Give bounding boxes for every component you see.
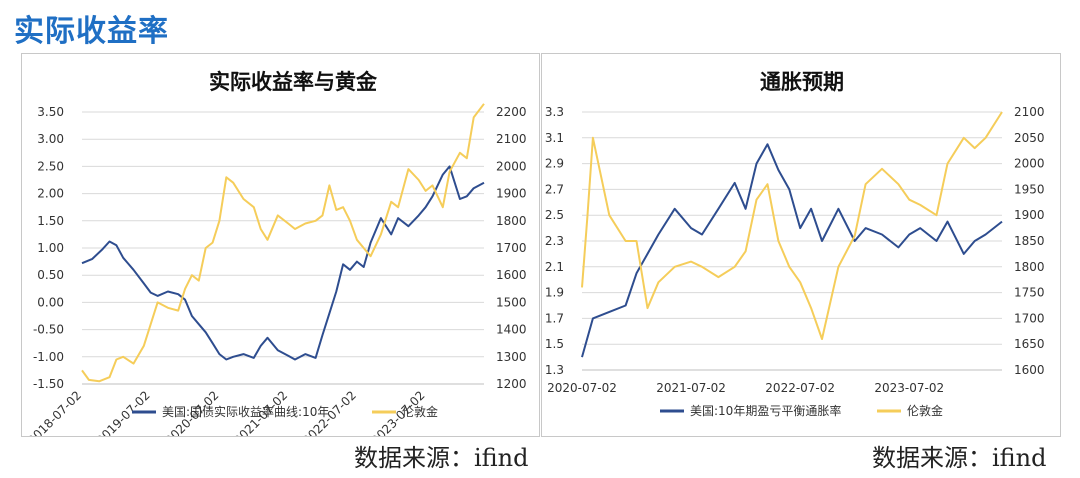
x-tick-label: 2020-07-02 <box>547 381 617 395</box>
y-right-tick-label: 1700 <box>496 241 527 255</box>
y-left-tick-label: 3.00 <box>37 132 64 146</box>
y-left-tick-label: -1.00 <box>33 350 64 364</box>
page-title: 实际收益率 <box>14 14 169 49</box>
y-right-tick-label: 2050 <box>1014 131 1045 145</box>
y-left-tick-label: 2.7 <box>545 182 564 196</box>
y-right-tick-label: 1950 <box>1014 182 1045 196</box>
y-right-tick-label: 2100 <box>496 132 527 146</box>
y-right-tick-label: 1300 <box>496 350 527 364</box>
y-right-tick-label: 1400 <box>496 323 527 337</box>
y-right-tick-label: 1600 <box>496 268 527 282</box>
y-right-tick-label: 1850 <box>1014 234 1045 248</box>
y-right-tick-label: 1500 <box>496 295 527 309</box>
y-right-tick-label: 1900 <box>496 187 527 201</box>
y-right-tick-label: 1800 <box>496 214 527 228</box>
y-right-tick-label: 2000 <box>496 159 527 173</box>
chart-panel-real-yield-gold: 实际收益率与黄金 3.50 3.00 2.50 2.00 1.50 1.00 0.50 0.00… <box>21 53 540 437</box>
y-left-tick-label: 0.00 <box>37 295 64 309</box>
y-left-tick-label: -1.50 <box>33 377 64 391</box>
y-left-tick-label: 3.50 <box>37 105 64 119</box>
y-right-tick-label: 2100 <box>1014 105 1045 119</box>
legend-label: 伦敦金 <box>402 404 438 419</box>
y-left-tick-label: 2.5 <box>545 208 564 222</box>
series-line-1 <box>81 103 485 383</box>
x-tick-label: 2021-07-02 <box>656 381 726 395</box>
y-left-tick-label: 2.00 <box>37 187 64 201</box>
y-left-tick-label: 3.3 <box>545 105 564 119</box>
y-left-tick-label: 0.50 <box>37 268 64 282</box>
y-right-tick-label: 1900 <box>1014 208 1045 222</box>
series-line-0 <box>581 143 1003 358</box>
y-right-tick-label: 1800 <box>1014 260 1045 274</box>
y-left-tick-label: 1.3 <box>545 363 564 377</box>
y-left-tick-label: 2.9 <box>545 157 564 171</box>
y-right-tick-label: 1700 <box>1014 311 1045 325</box>
y-right-tick-label: 1750 <box>1014 286 1045 300</box>
y-right-tick-label: 2000 <box>1014 157 1045 171</box>
series-line-1 <box>581 111 1003 340</box>
y-right-tick-label: 2200 <box>496 105 527 119</box>
y-left-tick-label: 2.3 <box>545 234 564 248</box>
data-source-left: 数据来源：ifind <box>354 444 529 472</box>
chart-inflation-expectation: 通胀预期 3.3 3.1 2.9 2.7 2.5 2.3 2.1 1.9 1.7 1.5 1.3 210… <box>545 70 1045 418</box>
y-left-tick-label: 1.5 <box>545 337 564 351</box>
y-left-tick-label: 1.00 <box>37 241 64 255</box>
chart-title: 实际收益率与黄金 <box>209 70 378 94</box>
y-left-tick-label: 1.50 <box>37 214 64 228</box>
y-left-tick-label: -0.50 <box>33 323 64 337</box>
series-line-0 <box>81 165 485 361</box>
y-left-tick-label: 1.9 <box>545 286 564 300</box>
chart-title: 通胀预期 <box>760 70 844 94</box>
chart-panel-inflation-expectation: 通胀预期 3.3 3.1 2.9 2.7 2.5 2.3 2.1 1.9 1.7 1.5 1.3 210… <box>541 53 1061 437</box>
y-left-tick-label: 1.7 <box>545 311 564 325</box>
data-source-right: 数据来源：ifind <box>872 444 1047 472</box>
legend-label: 伦敦金 <box>907 403 943 418</box>
y-right-tick-label: 1600 <box>1014 363 1045 377</box>
y-right-tick-label: 1200 <box>496 377 527 391</box>
x-tick-label: 2022-07-02 <box>765 381 835 395</box>
y-right-tick-label: 1650 <box>1014 337 1045 351</box>
x-tick-label: 2023-07-02 <box>874 381 944 395</box>
chart-real-yield-gold: 实际收益率与黄金 3.50 3.00 2.50 2.00 1.50 1.00 0.50 0.00… <box>25 70 527 436</box>
y-left-tick-label: 2.50 <box>37 159 64 173</box>
y-left-tick-label: 3.1 <box>545 131 564 145</box>
legend-label: 美国:10年期盈亏平衡通胀率 <box>690 403 841 418</box>
y-left-tick-label: 2.1 <box>545 260 564 274</box>
legend-label: 美国:国债实际收益率曲线:10年 <box>162 404 329 419</box>
x-tick-label: 2018-07-02 <box>25 388 84 436</box>
